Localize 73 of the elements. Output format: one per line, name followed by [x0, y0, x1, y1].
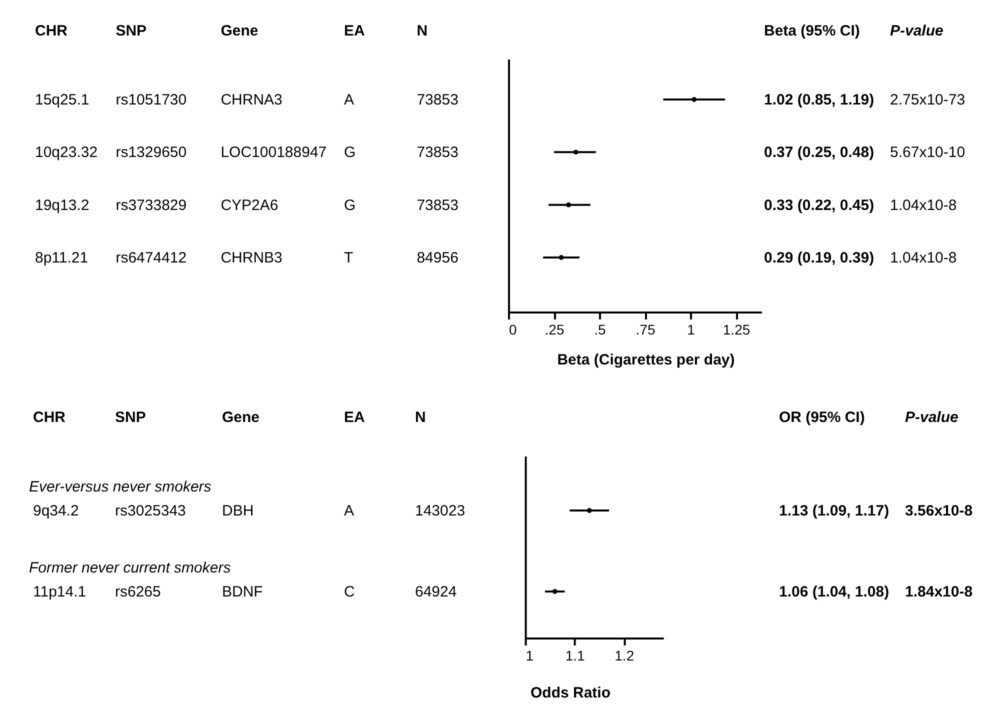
text: 9q34.2	[33, 502, 79, 520]
text: 73853	[416, 92, 458, 108]
x-axis-title: Odds Ratio	[530, 684, 611, 702]
text: 15q25.1	[35, 92, 90, 108]
text: CHRNB3	[220, 250, 282, 266]
data-label: 0.29 (0.19, 0.39)	[764, 250, 874, 266]
text: 1.84x10-8	[905, 584, 973, 600]
text: 11p14.1	[33, 584, 86, 600]
x-tick-label: 1.2	[614, 648, 634, 664]
text: A	[344, 92, 354, 108]
data-label: 0.33 (0.22, 0.45)	[764, 196, 874, 214]
text: P-value	[905, 409, 958, 426]
text: 1.04x10-8	[890, 196, 957, 214]
x-tick-label: .25	[544, 322, 564, 338]
text: Gene	[220, 22, 258, 40]
text: N	[415, 409, 426, 426]
text: Ever-versus never smokers	[29, 478, 212, 496]
text: 19q13.2	[35, 196, 90, 214]
x-tick-label: .5	[594, 322, 606, 338]
text: 1.04x10-8	[890, 250, 957, 266]
text: SNP	[115, 409, 146, 426]
text: 8p11.21	[35, 250, 88, 266]
text: A	[344, 502, 354, 520]
text: LOC100188947	[220, 144, 327, 162]
text: rs6474412	[116, 250, 187, 266]
text: rs6265	[115, 584, 161, 600]
x-tick-label: .75	[636, 322, 656, 338]
text: C	[344, 584, 355, 600]
text: 73853	[416, 196, 458, 214]
data-label: 1.02 (0.85, 1.19)	[764, 92, 874, 108]
text: Gene	[222, 409, 260, 426]
x-tick-label: 0	[509, 322, 517, 338]
text: EA	[344, 409, 366, 426]
text: OR (95% CI)	[779, 409, 865, 426]
text: CHRNA3	[220, 92, 282, 108]
text: DBH	[222, 502, 254, 520]
text: P-value	[890, 22, 944, 40]
point	[566, 202, 572, 208]
x-tick-label: 1.1	[565, 648, 586, 664]
text: BDNF	[222, 584, 263, 600]
text: 10q23.32	[35, 144, 98, 162]
data-label: 1.13 (1.09, 1.17)	[779, 502, 890, 520]
text: rs3733829	[116, 196, 187, 214]
text: 5.67x10-10	[890, 144, 966, 162]
text: CHR	[33, 409, 66, 426]
text: N	[416, 22, 428, 40]
x-tick-label: 1.25	[722, 322, 750, 338]
text: rs3025343	[115, 502, 186, 520]
data-label: 1.06 (1.04, 1.08)	[779, 584, 890, 600]
text: SNP	[116, 22, 147, 40]
text: 3.56x10-8	[905, 502, 973, 520]
text: G	[344, 196, 356, 214]
point	[692, 97, 697, 102]
text: rs1329650	[116, 144, 187, 162]
text: 2.75x10-73	[890, 92, 966, 108]
text: G	[344, 144, 356, 162]
x-axis-title: Beta (Cigarettes per day)	[557, 352, 735, 368]
text: EA	[344, 22, 366, 40]
data-label: 0.37 (0.25, 0.48)	[764, 144, 874, 162]
text: Beta (95% CI)	[764, 22, 860, 40]
point	[558, 255, 564, 260]
text: 64924	[415, 584, 457, 600]
x-tick-label: 1	[687, 322, 696, 338]
text: 84956	[416, 250, 458, 266]
text: 143023	[415, 502, 466, 520]
text: 73853	[416, 144, 458, 162]
text: Former never current smokers	[29, 560, 232, 576]
text: T	[344, 250, 354, 266]
point	[573, 150, 578, 155]
text: CYP2A6	[220, 196, 278, 214]
text: CHR	[35, 22, 68, 40]
text: rs1051730	[116, 92, 187, 108]
x-tick-label: 1	[526, 648, 534, 664]
